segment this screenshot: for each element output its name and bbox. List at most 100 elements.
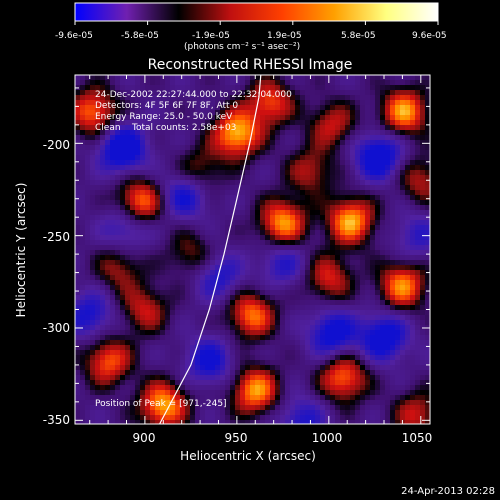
heatmap-cell [290,75,296,81]
heatmap-cell [145,355,151,361]
heatmap-cell [410,190,416,196]
heatmap-cell [405,150,411,156]
heatmap-cell [315,380,321,386]
heatmap-cell [175,250,181,256]
heatmap-cell [290,210,296,216]
heatmap-cell [295,160,301,166]
heatmap-cell [330,235,336,241]
heatmap-cell [80,180,86,186]
heatmap-cell [300,140,306,146]
heatmap-cell [300,205,306,211]
heatmap-cell [355,225,361,231]
heatmap-cell [100,170,106,176]
heatmap-cell [380,365,386,371]
heatmap-cell [415,300,421,306]
heatmap-cell [115,190,121,196]
heatmap-cell [235,245,241,251]
heatmap-cell [365,395,371,401]
heatmap-cell [325,80,331,86]
heatmap-cell [235,255,241,261]
heatmap-cell [230,175,236,181]
heatmap-cell [150,315,156,321]
heatmap-cell [155,120,161,126]
heatmap-cell [105,320,111,326]
heatmap-cell [85,105,91,111]
heatmap-cell [390,215,396,221]
heatmap-cell [365,190,371,196]
heatmap-cell [220,175,226,181]
heatmap-cell [150,155,156,161]
heatmap-cell [150,280,156,286]
heatmap-cell [235,270,241,276]
heatmap-cell [305,235,311,241]
heatmap-cell [220,110,226,116]
heatmap-cell [385,225,391,231]
heatmap-cell [85,400,91,406]
heatmap-cell [235,140,241,146]
heatmap-cell [275,290,281,296]
heatmap-cell [285,405,291,411]
heatmap-cell [140,405,146,411]
heatmap-cell [375,220,381,226]
heatmap-cell [410,170,416,176]
heatmap-cell [285,105,291,111]
heatmap-cell [220,145,226,151]
heatmap-cell [305,75,311,81]
heatmap-cell [135,420,141,424]
heatmap-cell [180,235,186,241]
heatmap-cell [415,165,421,171]
heatmap-cell [230,195,236,201]
heatmap-cell [415,255,421,261]
heatmap-cell [225,290,231,296]
heatmap-cell [270,90,276,96]
heatmap-cell [145,420,151,424]
heatmap-cell [250,170,256,176]
heatmap-cell [205,365,211,371]
heatmap-cell [360,395,366,401]
heatmap-cell [250,305,256,311]
heatmap-cell [125,360,131,366]
heatmap-cell [210,395,216,401]
heatmap-cell [135,350,141,356]
heatmap-cell [245,255,251,261]
heatmap-cell [290,105,296,111]
heatmap-cell [315,110,321,116]
heatmap-cell [320,90,326,96]
heatmap-cell [380,105,386,111]
heatmap-cell [315,125,321,131]
heatmap-cell [280,315,286,321]
heatmap-cell [340,235,346,241]
heatmap-cell [345,95,351,101]
heatmap-cell [260,75,266,81]
heatmap-cell [315,270,321,276]
heatmap-cell [270,320,276,326]
heatmap-cell [265,185,271,191]
heatmap-cell [330,420,336,424]
heatmap-cell [200,385,206,391]
heatmap-cell [165,260,171,266]
heatmap-cell [390,420,396,424]
heatmap-cell [240,380,246,386]
heatmap-cell [145,190,151,196]
heatmap-cell [100,370,106,376]
heatmap-cell [265,400,271,406]
heatmap-cell [330,395,336,401]
heatmap-cell [140,125,146,131]
heatmap-cell [180,160,186,166]
heatmap-cell [330,115,336,121]
heatmap-cell [425,275,430,281]
heatmap-cell [250,235,256,241]
heatmap-cell [120,215,126,221]
heatmap-cell [410,320,416,326]
heatmap-cell [175,400,181,406]
heatmap-cell [230,345,236,351]
heatmap-cell [205,305,211,311]
heatmap-cell [215,260,221,266]
heatmap-cell [120,145,126,151]
heatmap-cell [185,295,191,301]
heatmap-cell [170,150,176,156]
heatmap-cell [330,110,336,116]
heatmap-cell [265,360,271,366]
heatmap-cell [425,100,430,106]
heatmap-cell [185,355,191,361]
